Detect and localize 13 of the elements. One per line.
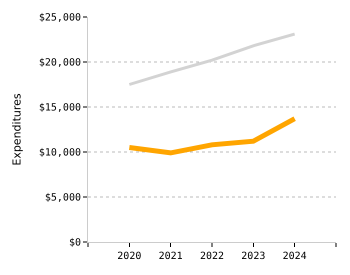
y-tick-label: $0 xyxy=(68,238,81,248)
x-tick-label: 2024 xyxy=(282,251,307,262)
y-axis-title: Expenditures xyxy=(10,93,24,166)
x-tick-label: 2020 xyxy=(117,251,142,262)
y-tick-label: $5,000 xyxy=(44,192,81,204)
x-tick-label: 2022 xyxy=(200,251,224,262)
y-tick-label: $25,000 xyxy=(38,12,81,24)
x-tick-label: 2021 xyxy=(158,251,183,262)
x-tick-label: 2023 xyxy=(241,251,266,262)
y-tick-label: $15,000 xyxy=(38,102,81,114)
y-tick-label: $10,000 xyxy=(38,148,81,158)
y-tick-label: $20,000 xyxy=(38,58,81,68)
line-series xyxy=(128,32,296,86)
